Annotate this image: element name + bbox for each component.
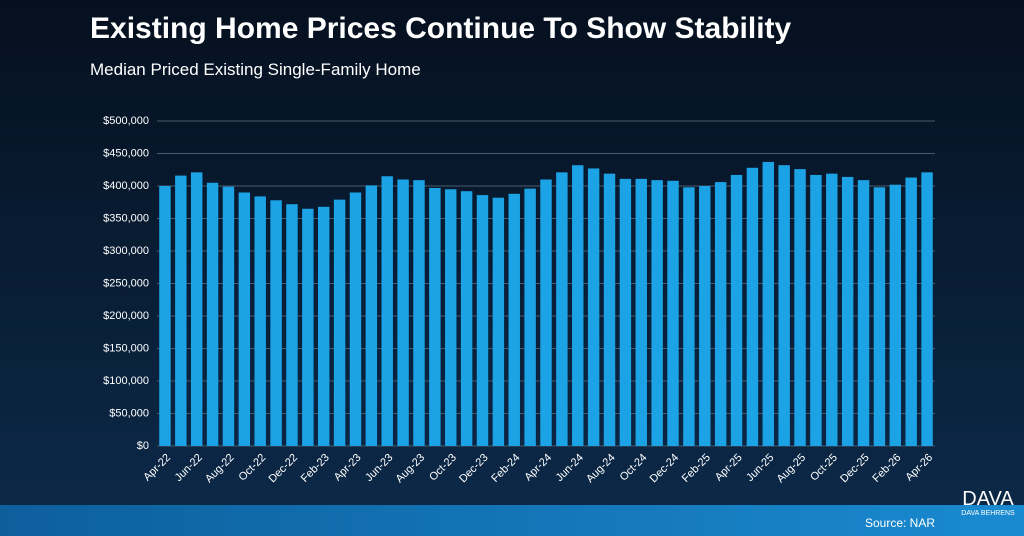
bar: [556, 172, 568, 446]
bar: [810, 174, 822, 446]
bar: [429, 187, 441, 446]
bar: [540, 179, 552, 446]
logo-subtitle: DAVA BEHRENS: [961, 510, 1015, 517]
bar: [238, 192, 251, 446]
bar: [492, 197, 505, 446]
y-tick-label: $200,000: [103, 310, 149, 322]
y-tick-label: $500,000: [103, 115, 149, 127]
bar: [651, 180, 663, 446]
bar: [524, 188, 536, 446]
bar: [762, 161, 775, 446]
bar: [190, 172, 203, 446]
bar: [476, 195, 489, 446]
y-tick-label: $250,000: [103, 277, 149, 289]
bar: [699, 186, 711, 446]
bar: [286, 204, 298, 446]
bar: [683, 187, 695, 447]
bar: [905, 177, 917, 447]
bar: [175, 175, 187, 446]
y-tick-label: $100,000: [103, 375, 149, 387]
bar: [730, 174, 743, 446]
y-tick-label: $150,000: [103, 342, 149, 354]
bar: [587, 168, 600, 446]
bar: [302, 208, 314, 446]
bar: [921, 172, 933, 446]
bar: [603, 173, 616, 446]
bar: [841, 176, 854, 446]
bar: [381, 176, 393, 446]
bar: [159, 186, 171, 446]
footer-band: [0, 505, 1024, 536]
y-tick-label: $300,000: [103, 245, 149, 257]
bar: [413, 180, 425, 446]
bar: [826, 173, 838, 446]
bar: [317, 206, 330, 446]
bar: [397, 179, 409, 446]
bar: [222, 186, 235, 446]
bar: [365, 185, 378, 446]
bar: [460, 191, 473, 446]
bar: [873, 187, 886, 447]
bar: [794, 169, 806, 446]
y-tick-label: $50,000: [109, 407, 149, 419]
bar: [445, 189, 457, 446]
bar: [714, 182, 727, 446]
y-tick-label: $350,000: [103, 212, 149, 224]
bar: [333, 199, 346, 446]
bar: [254, 196, 266, 446]
bar: [619, 178, 632, 446]
bar: [889, 184, 902, 446]
bar: [206, 182, 219, 446]
y-tick-label: $400,000: [103, 180, 149, 192]
source: Source: NAR: [865, 516, 935, 530]
bar: [667, 180, 679, 447]
chart-title: Existing Home Prices Continue To Show St…: [90, 12, 792, 45]
bar: [270, 200, 282, 446]
bar: [778, 165, 790, 446]
y-tick-label: $0: [137, 440, 149, 452]
bar: [508, 193, 520, 446]
bar: [349, 192, 362, 446]
bar: [746, 167, 759, 447]
bar: [857, 180, 870, 446]
chart-subtitle: Median Priced Existing Single-Family Hom…: [90, 60, 421, 79]
y-tick-label: $450,000: [103, 147, 149, 159]
bar: [635, 178, 647, 446]
logo: DAVA: [962, 488, 1014, 510]
bar: [572, 165, 584, 446]
